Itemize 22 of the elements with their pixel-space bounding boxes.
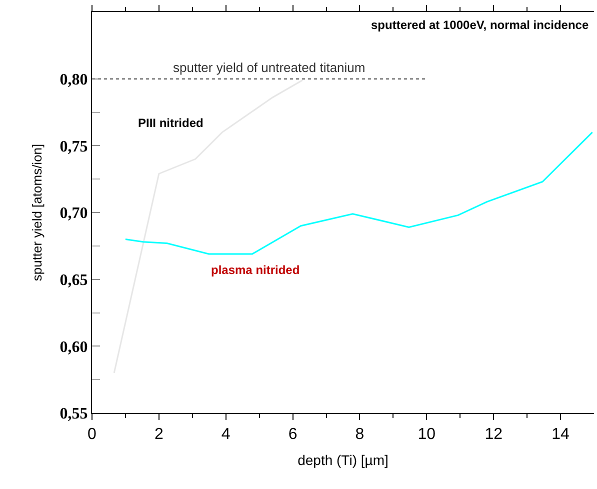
annotation: sputtered at 1000eV, normal incidence (371, 18, 589, 32)
series-label: plasma nitrided (211, 263, 300, 277)
y-tick-label: 0,80 (60, 71, 88, 88)
x-tick-label: 8 (355, 426, 364, 444)
x-tick-label: 2 (154, 426, 164, 444)
x-tick-label: 4 (221, 426, 230, 444)
x-axis-title: depth (Ti) [µm] (298, 452, 388, 468)
y-tick-label: 0,70 (60, 205, 88, 222)
line-series (113, 79, 304, 374)
annotation: sputter yield of untreated titanium (173, 60, 366, 75)
x-tick-label: 10 (418, 426, 436, 444)
x-tick-label: 0 (88, 426, 97, 444)
y-tick-label: 0,55 (60, 406, 88, 423)
series-label: PIII nitrided (138, 116, 204, 130)
y-axis-title: sputter yield [atoms/ion] (30, 144, 45, 282)
x-tick-label: 12 (484, 426, 503, 444)
y-tick-label: 0,60 (60, 338, 88, 356)
x-tick-label: 6 (288, 426, 298, 444)
x-tick-label: 14 (552, 426, 570, 444)
y-tick-label: 0,65 (60, 272, 88, 289)
line-series (124, 132, 594, 255)
y-tick-label: 0,75 (60, 138, 88, 156)
